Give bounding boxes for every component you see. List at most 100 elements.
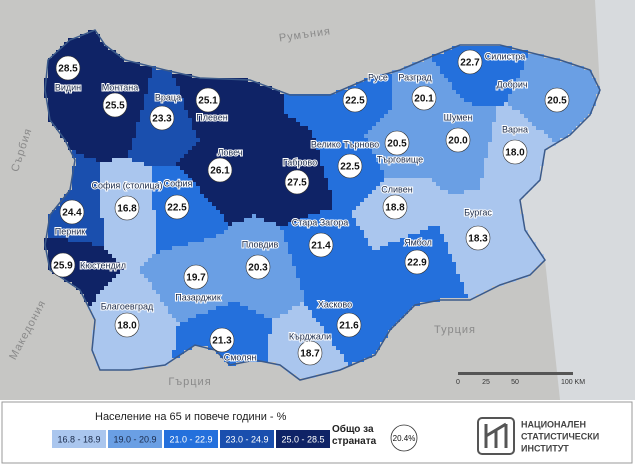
- region-value: 22.5: [340, 162, 360, 173]
- legend-label: 16.8 - 18.9: [57, 434, 100, 444]
- scale-label: 25: [482, 379, 490, 386]
- value-badge: [544, 87, 570, 113]
- legend-label: 21.0 - 22.9: [169, 434, 212, 444]
- legend-swatch: [276, 430, 330, 448]
- legend-label: 19.0 - 20.9: [113, 434, 156, 444]
- region-name: Добрич: [496, 79, 527, 89]
- region: [440, 190, 544, 298]
- region-value: 20.5: [387, 139, 407, 150]
- value-badge: [55, 55, 81, 81]
- region-value: 20.1: [414, 94, 434, 105]
- legend-swatch: [220, 430, 274, 448]
- region: [284, 74, 392, 134]
- region-name: Стара Загора: [292, 217, 349, 227]
- value-badge: [445, 127, 471, 153]
- region-name: Благоевград: [101, 301, 154, 311]
- region: [432, 46, 528, 106]
- logo-text: ИНСТИТУТ: [521, 443, 569, 453]
- legend-swatch: [164, 430, 218, 448]
- region-name: Русе: [368, 72, 388, 82]
- value-badge: [114, 195, 140, 221]
- value-badge: [404, 249, 430, 275]
- value-badge: [384, 130, 410, 156]
- scale-label: 0: [456, 379, 460, 386]
- region-name: Хасково: [318, 299, 352, 309]
- region-name: Кърджали: [289, 331, 331, 341]
- logo-text: СТАТИСТИЧЕСКИ: [521, 431, 599, 441]
- region-name: Сливен: [381, 184, 412, 194]
- region-name: Ловеч: [218, 147, 243, 157]
- total-label: Общо за страната: [332, 424, 377, 447]
- region-name: Габрово: [283, 157, 317, 167]
- region-name: Търговище: [377, 154, 423, 164]
- value-badge: [382, 194, 408, 220]
- value-badge: [502, 139, 528, 165]
- neighbor-label: Гърция: [168, 376, 211, 388]
- value-badge: [114, 312, 140, 338]
- value-badge: [209, 327, 235, 353]
- region-value: 21.6: [339, 321, 359, 332]
- value-badge: [337, 153, 363, 179]
- region-name: Пловдив: [242, 239, 279, 249]
- region-value: 26.1: [210, 166, 230, 177]
- region-name: Плевен: [196, 112, 227, 122]
- value-badge: [342, 87, 368, 113]
- region-name: Силистра: [485, 51, 525, 61]
- region-value: 16.8: [117, 204, 137, 215]
- logo-text: НАЦИОНАЛЕН: [521, 419, 586, 429]
- value-badge: [245, 254, 271, 280]
- region-name: Шумен: [444, 112, 473, 122]
- region-value: 25.9: [53, 261, 73, 272]
- value-badge: [207, 157, 233, 183]
- value-badge: [336, 312, 362, 338]
- region-value: 28.5: [58, 64, 78, 75]
- region-value: 23.3: [152, 114, 172, 125]
- region-name: Видин: [55, 82, 81, 92]
- region-name: София: [164, 178, 193, 188]
- scale-label: 100 KM: [561, 379, 585, 386]
- value-badge: [457, 49, 483, 75]
- legend-swatch: [52, 430, 106, 448]
- legend-label: 25.0 - 28.5: [281, 434, 324, 444]
- legend-label: 23.0 - 24.9: [225, 434, 268, 444]
- region-name: София (столица): [91, 180, 162, 190]
- region-value: 20.3: [248, 263, 268, 274]
- region: [48, 150, 104, 246]
- region-name: Кюстендил: [80, 260, 126, 270]
- region: [256, 114, 332, 226]
- scale-bar: [458, 372, 573, 375]
- region: [268, 302, 348, 378]
- region-value: 21.3: [212, 336, 232, 347]
- region-value: 27.5: [287, 178, 307, 189]
- value-badge: [297, 340, 323, 366]
- region-name: Смолян: [224, 352, 257, 362]
- value-badge: [195, 87, 221, 113]
- region: [44, 30, 120, 130]
- region-name: Варна: [502, 124, 528, 134]
- region-name: Враца: [155, 92, 181, 102]
- country-outline: [44, 29, 601, 381]
- value-badge: [50, 252, 76, 278]
- region-name: Пазарджик: [175, 292, 221, 302]
- value-badge: [284, 169, 310, 195]
- region-value: 21.4: [311, 241, 331, 252]
- region-name: Велико Търново: [311, 139, 379, 149]
- legend-title: Население на 65 и повече години - %: [95, 411, 287, 423]
- region-value: 24.4: [62, 208, 82, 219]
- region-value: 20.5: [547, 96, 567, 107]
- region-name: Ямбол: [404, 237, 432, 247]
- region-value: 18.0: [117, 321, 137, 332]
- region-value: 22.5: [345, 96, 365, 107]
- region-name: Разград: [398, 72, 432, 82]
- value-badge: [411, 85, 437, 111]
- region-value: 18.0: [505, 148, 525, 159]
- logo: [477, 417, 515, 455]
- region-value: 22.5: [167, 203, 187, 214]
- value-badge: [465, 225, 491, 251]
- value-badge: [183, 264, 209, 290]
- region-value: 18.8: [385, 203, 405, 214]
- legend-swatch: [108, 430, 162, 448]
- region: [172, 74, 284, 138]
